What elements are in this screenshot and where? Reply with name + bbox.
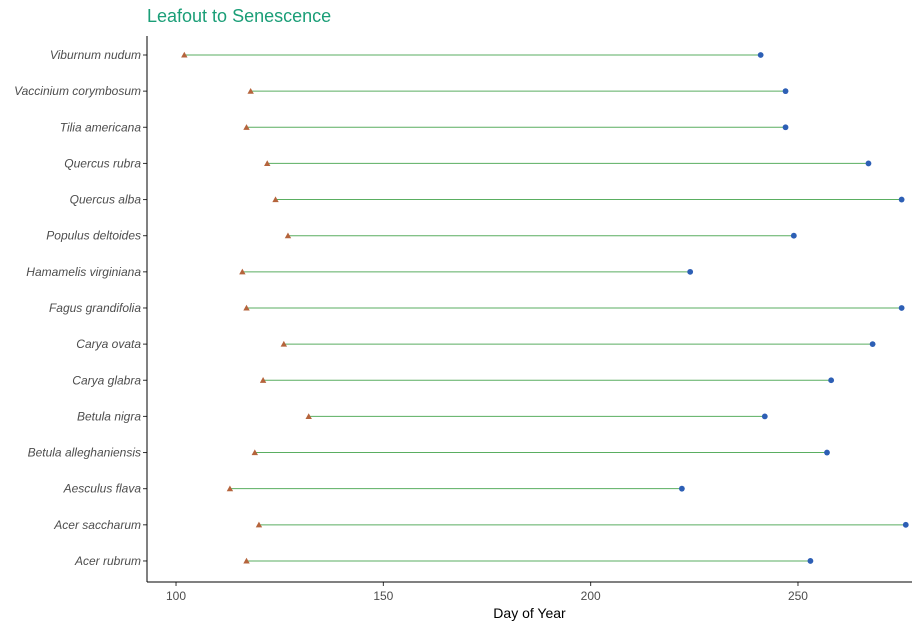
end-point <box>761 413 768 420</box>
start-point <box>243 124 250 130</box>
end-point <box>898 196 905 203</box>
end-point <box>824 449 830 456</box>
y-tick-label: Vaccinium corymbosum <box>14 84 141 98</box>
start-point <box>264 160 271 166</box>
start-point <box>181 51 188 58</box>
x-tick-label: 250 <box>788 589 808 603</box>
y-tick-label: Acer saccharum <box>53 518 141 532</box>
y-tick-label: Quercus alba <box>70 193 142 207</box>
y-tick-label: Acer rubrum <box>74 554 141 568</box>
start-point <box>259 377 267 383</box>
y-tick-label: Aesculus flava <box>63 482 142 496</box>
y-tick-label: Viburnum nudum <box>50 48 141 62</box>
end-point <box>807 558 814 564</box>
y-tick-label: Betula nigra <box>77 409 141 423</box>
end-point <box>757 52 764 58</box>
start-point <box>272 196 279 203</box>
start-point <box>284 232 292 239</box>
y-tick-label: Carya ovata <box>76 337 141 351</box>
end-point <box>782 88 789 95</box>
y-tick-label: Carya glabra <box>72 373 141 387</box>
markers-group <box>181 51 909 564</box>
end-point <box>865 160 872 167</box>
x-axis-label: Day of Year <box>493 605 566 621</box>
end-point <box>898 305 905 311</box>
end-point <box>828 377 835 384</box>
y-tick-label: Hamamelis virginiana <box>26 265 141 279</box>
end-point <box>687 268 694 275</box>
x-tick-label: 200 <box>581 589 601 603</box>
y-tick-label: Tilia americana <box>60 120 142 134</box>
start-point <box>305 413 312 419</box>
end-point <box>782 124 789 131</box>
start-point <box>243 557 250 564</box>
y-tick-label: Quercus rubra <box>64 156 141 170</box>
start-point <box>247 87 254 94</box>
start-point <box>251 449 259 456</box>
start-point <box>255 521 263 528</box>
end-point <box>790 232 797 239</box>
start-point <box>239 268 246 275</box>
x-tick-label: 150 <box>373 589 393 603</box>
end-point <box>902 521 909 528</box>
chart-title: Leafout to Senescence <box>147 6 331 26</box>
x-tick-label: 100 <box>166 589 186 603</box>
end-point <box>869 341 876 348</box>
segments-group <box>184 54 906 562</box>
start-point <box>243 304 250 311</box>
y-tick-label: Fagus grandifolia <box>49 301 141 315</box>
x-axis-ticks: 100 150 200 250 <box>166 582 808 603</box>
start-point <box>280 340 288 347</box>
start-point <box>226 485 234 492</box>
y-tick-label: Populus deltoides <box>46 229 141 243</box>
y-axis-labels: Viburnum nudum Vaccinium corymbosum Tilia … <box>14 48 147 568</box>
y-tick-label: Betula alleghaniensis <box>28 446 141 460</box>
end-point <box>678 485 685 492</box>
